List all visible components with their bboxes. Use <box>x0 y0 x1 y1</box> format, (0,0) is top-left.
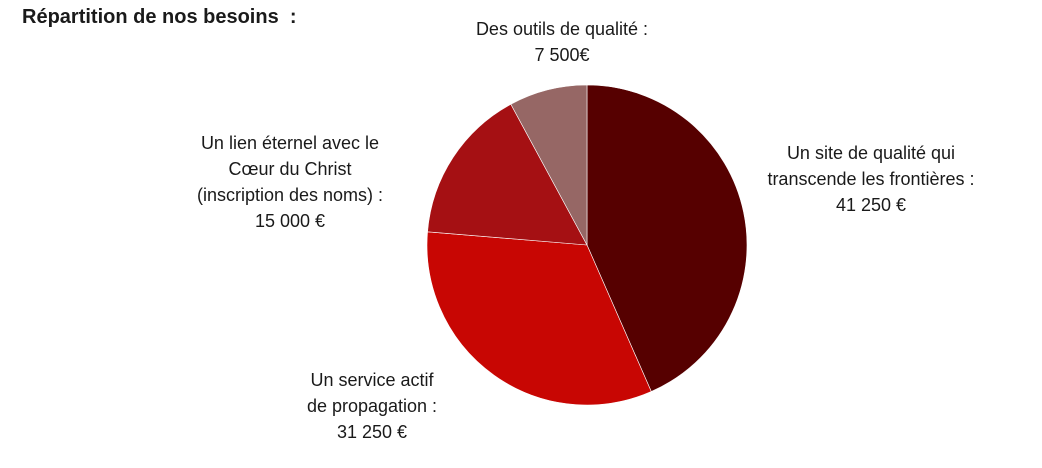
slice-value: 15 000 € <box>254 211 326 231</box>
slice-label-line: Un site de qualité qui <box>786 143 956 163</box>
slice-label-line: Des outils de qualité : <box>475 19 649 39</box>
slice-site <box>586 84 748 392</box>
slice-label-lien: Un lien éternel avec le Cœur du Christ (… <box>170 130 410 234</box>
pie-slices <box>426 84 748 406</box>
slice-label-site: Un site de qualité qui transcende les fr… <box>752 140 990 218</box>
slice-label-line: Cœur du Christ <box>228 159 352 179</box>
slice-lien <box>427 103 588 246</box>
slice-label-line: Un service actif <box>310 370 434 390</box>
slice-label-service: Un service actif de propagation : 31 250… <box>272 367 472 445</box>
slice-value: 31 250 € <box>336 422 408 442</box>
slice-service <box>426 231 652 406</box>
slice-label-line: transcende les frontières : <box>767 169 975 189</box>
slice-value: 41 250 € <box>835 195 907 215</box>
slice-label-line: (inscription des noms) : <box>196 185 384 205</box>
slice-label-line: Un lien éternel avec le <box>200 133 380 153</box>
slice-outils <box>510 84 588 246</box>
slice-value: 7 500€ <box>534 45 590 65</box>
chart-title: Répartition de nos besoins : <box>22 6 297 28</box>
slice-label-line: de propagation : <box>306 396 438 416</box>
slice-label-outils: Des outils de qualité : 7 500€ <box>452 16 672 68</box>
